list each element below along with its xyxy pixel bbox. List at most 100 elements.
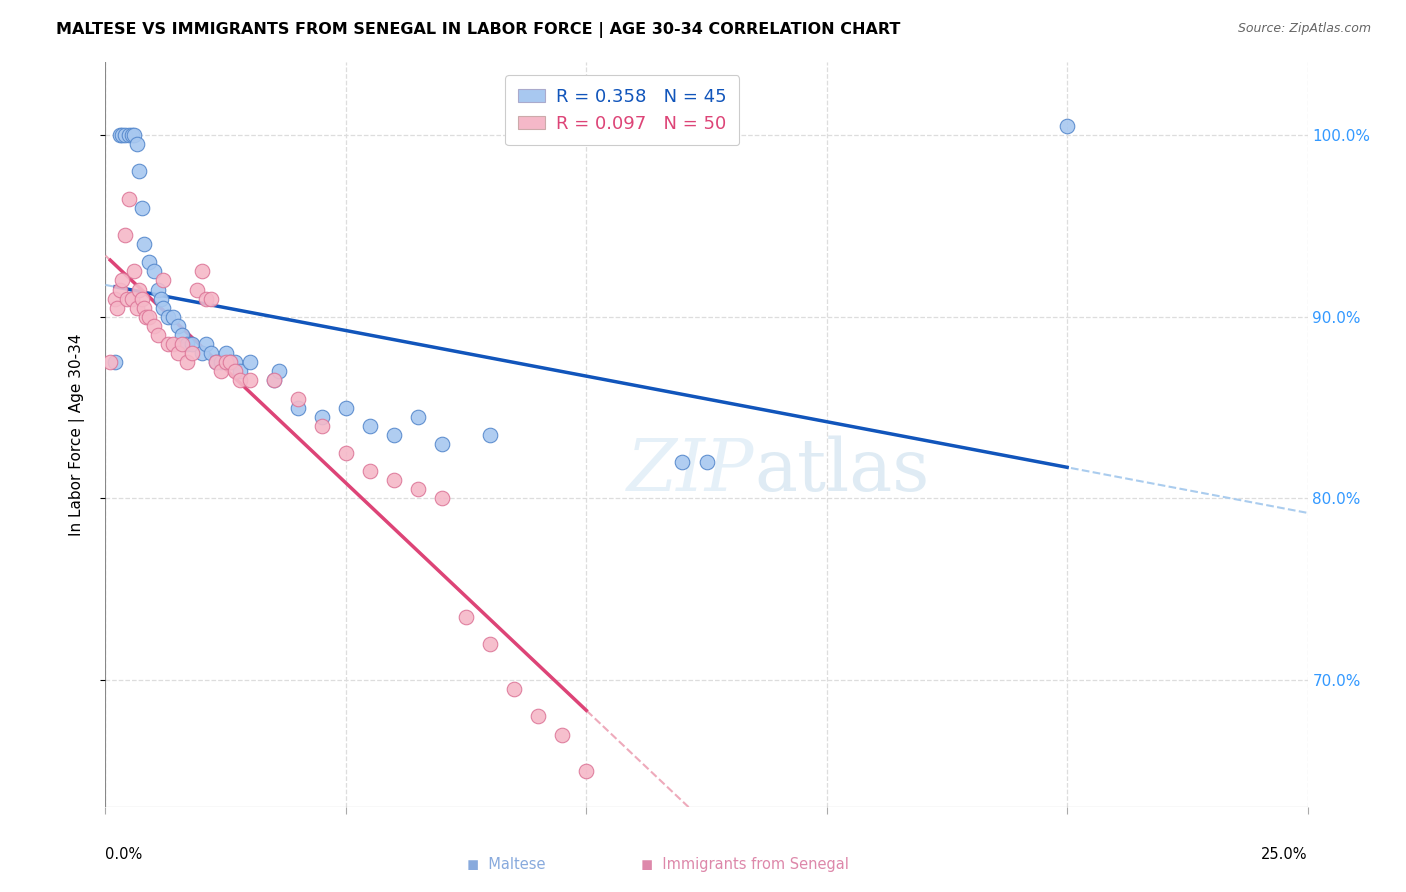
Point [205,355,228,369]
Point [200,346,222,360]
Point [111,128,134,142]
Point [195,337,218,351]
Point [181,346,204,360]
Point [219,355,242,369]
Point [229,364,252,378]
Point [311,409,333,424]
Point [149,292,172,306]
Point [359,418,381,433]
Point [172,337,194,351]
Point [132,301,155,315]
Point [162,310,184,324]
Point [118,128,141,142]
Point [142,264,165,278]
Point [104,355,127,369]
Point [190,346,212,360]
Point [479,428,502,442]
Text: MALTESE VS IMMIGRANTS FROM SENEGAL IN LABOR FORCE | AGE 30-34 CORRELATION CHART: MALTESE VS IMMIGRANTS FROM SENEGAL IN LA… [56,22,901,38]
Point [166,346,188,360]
Legend: R = 0.358   N = 45, R = 0.097   N = 50: R = 0.358 N = 45, R = 0.097 N = 50 [505,75,740,145]
Point [696,455,718,469]
Point [287,392,309,406]
Point [172,327,194,342]
Point [382,473,405,487]
Point [200,292,222,306]
Point [131,292,153,306]
Point [263,373,285,387]
Point [114,128,136,142]
Point [287,401,309,415]
Point [108,283,131,297]
Point [118,192,141,206]
Point [190,264,212,278]
Point [263,373,285,387]
Point [406,483,429,497]
Point [111,273,134,287]
Point [148,283,170,297]
Text: atlas: atlas [755,436,929,507]
Point [125,137,148,152]
Text: Source: ZipAtlas.com: Source: ZipAtlas.com [1237,22,1371,36]
Point [128,283,150,297]
Point [1056,119,1078,133]
Point [503,682,526,697]
Point [181,337,204,351]
Point [124,264,146,278]
Point [671,455,693,469]
Point [98,355,121,369]
Point [551,728,574,742]
Point [239,355,262,369]
Point [166,318,188,333]
Point [162,337,184,351]
Point [479,637,502,651]
Point [229,373,252,387]
Point [454,609,477,624]
Point [128,164,150,178]
Point [125,301,148,315]
Point [124,128,146,142]
Point [382,428,405,442]
Point [205,355,228,369]
Point [575,764,598,778]
Point [359,464,381,478]
Point [195,292,218,306]
Point [152,273,174,287]
Point [214,355,236,369]
Point [156,310,179,324]
Point [214,346,236,360]
Point [335,401,357,415]
Point [121,128,143,142]
Point [107,301,129,315]
Point [406,409,429,424]
Point [176,337,198,351]
Text: ◼  Immigrants from Senegal: ◼ Immigrants from Senegal [641,857,849,872]
Point [114,227,136,242]
Point [138,310,160,324]
Point [135,310,157,324]
Text: 0.0%: 0.0% [105,847,142,863]
Point [108,128,131,142]
Point [152,301,174,315]
Point [132,237,155,252]
Y-axis label: In Labor Force | Age 30-34: In Labor Force | Age 30-34 [69,334,84,536]
Point [121,292,143,306]
Text: 25.0%: 25.0% [1261,847,1308,863]
Point [430,491,453,506]
Point [219,355,242,369]
Point [176,355,198,369]
Point [267,364,290,378]
Point [104,292,127,306]
Point [430,437,453,451]
Point [156,337,179,351]
Point [115,292,138,306]
Point [209,364,232,378]
Text: ◼  Maltese: ◼ Maltese [467,857,546,872]
Point [527,709,550,723]
Point [224,355,246,369]
Point [335,446,357,460]
Point [239,373,262,387]
Point [148,327,170,342]
Point [224,364,246,378]
Point [142,318,165,333]
Point [209,355,232,369]
